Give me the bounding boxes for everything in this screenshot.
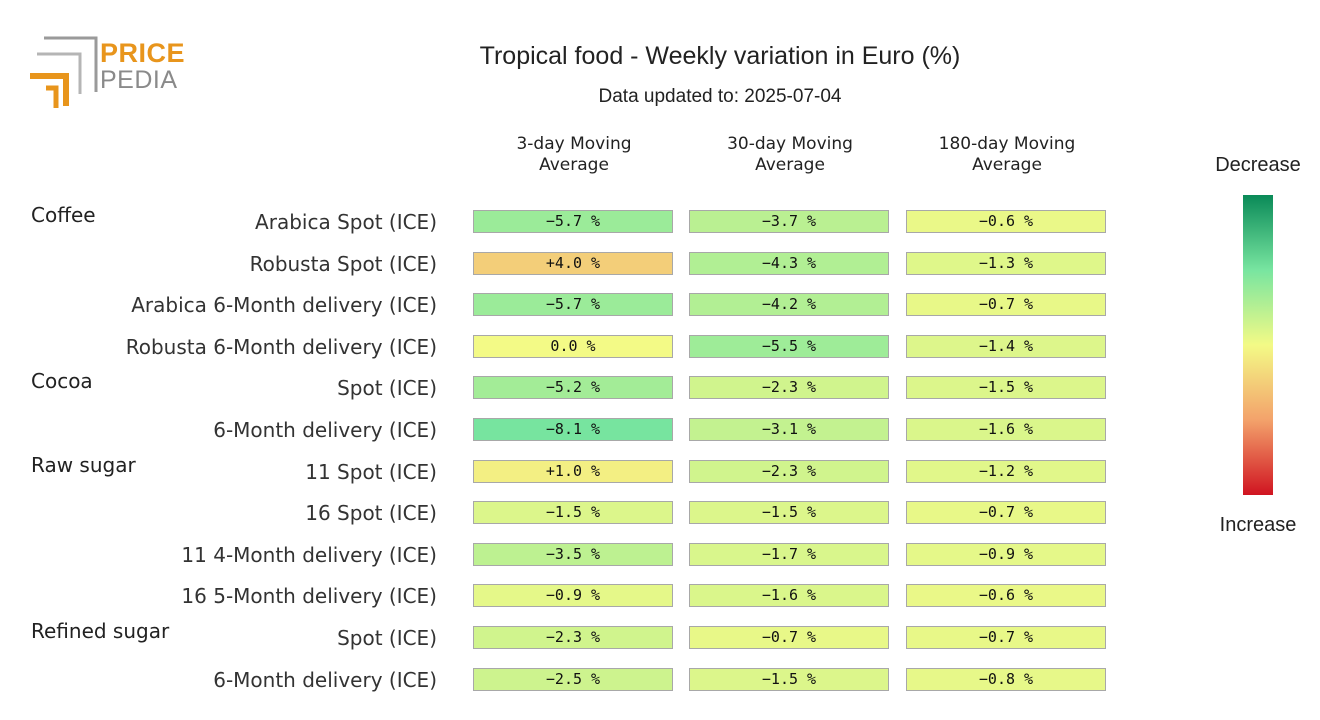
chart-subtitle: Data updated to: 2025-07-04 <box>598 86 842 107</box>
row-label: Arabica Spot (ICE) <box>255 210 437 234</box>
column-header-line: 180-day Moving <box>938 134 1076 154</box>
heatmap-cell: +1.0 % <box>473 459 673 483</box>
row-label: 16 5-Month delivery (ICE) <box>181 584 437 609</box>
row-label: Arabica 6-Month delivery (ICE) <box>131 293 437 318</box>
heatmap-cell: −3.1 % <box>689 418 889 441</box>
column-header-line: 30-day Moving <box>727 134 853 154</box>
heatmap-cell: −2.3 % <box>689 376 889 400</box>
legend-increase-label: Increase <box>1219 514 1297 536</box>
column-header-line: Average <box>539 155 609 175</box>
heatmap-cell: −5.5 % <box>689 334 889 358</box>
heatmap-cell: −3.7 % <box>689 210 889 233</box>
heatmap-cell: −5.7 % <box>473 210 673 233</box>
row-label: 11 4-Month delivery (ICE) <box>181 542 437 567</box>
heatmap-cell: −0.6 % <box>906 584 1106 608</box>
heatmap-cell: −1.3 % <box>906 251 1106 275</box>
row-label: Spot (ICE) <box>337 376 437 401</box>
column-header-line: Average <box>755 155 825 175</box>
group-label: Raw sugar <box>31 452 136 477</box>
heatmap-cell: −0.8 % <box>906 667 1106 691</box>
logo-mark-icon <box>30 36 98 108</box>
heatmap-cell: −1.5 % <box>689 667 889 691</box>
heatmap-cell: −0.6 % <box>906 210 1106 233</box>
column-header: 180-day Moving Average <box>906 134 1108 176</box>
heatmap-cell: −5.7 % <box>473 293 673 317</box>
heatmap-cell: −1.6 % <box>689 584 889 608</box>
heatmap-cell: −1.6 % <box>906 418 1106 441</box>
column-header-line: 3-day Moving <box>516 134 632 154</box>
heatmap-cell: −0.7 % <box>906 501 1106 525</box>
heatmap-cell: −0.7 % <box>906 293 1106 317</box>
heatmap-cell: −4.2 % <box>689 293 889 317</box>
heatmap-cell: −0.9 % <box>906 542 1106 566</box>
legend-decrease-label: Decrease <box>1215 154 1301 176</box>
heatmap-cell: −1.2 % <box>906 459 1106 483</box>
heatmap-cell: −4.3 % <box>689 251 889 275</box>
group-label: Refined sugar <box>31 619 170 643</box>
heatmap-cell: −1.7 % <box>689 542 889 566</box>
row-label: Robusta Spot (ICE) <box>249 251 437 276</box>
heatmap-cell: −2.5 % <box>473 667 673 691</box>
group-label: Cocoa <box>31 369 93 394</box>
row-label: Spot (ICE) <box>337 626 437 650</box>
row-label: 6-Month delivery (ICE) <box>213 418 437 442</box>
heatmap-cell: −0.7 % <box>689 626 889 649</box>
heatmap-cell: −0.7 % <box>906 626 1106 649</box>
pricepedia-logo: PRICE PEDIA <box>28 36 198 112</box>
heatmap-cell: −8.1 % <box>473 418 673 441</box>
heatmap-cell: −5.2 % <box>473 376 673 400</box>
heatmap-cell: −1.5 % <box>689 501 889 525</box>
heatmap-cell: −3.5 % <box>473 542 673 566</box>
row-label: 11 Spot (ICE) <box>305 459 437 484</box>
heatmap-cell: −1.5 % <box>473 501 673 525</box>
row-label: Robusta 6-Month delivery (ICE) <box>125 334 437 359</box>
column-header: 3-day Moving Average <box>473 134 675 176</box>
heatmap-cell: +4.0 % <box>473 251 673 275</box>
heatmap-cell: −2.3 % <box>689 459 889 483</box>
row-label: 16 Spot (ICE) <box>305 501 437 526</box>
row-label: 6-Month delivery (ICE) <box>213 667 437 692</box>
column-header: 30-day Moving Average <box>689 134 891 176</box>
group-label: Coffee <box>31 203 96 227</box>
color-scale-legend <box>1243 195 1273 495</box>
heatmap-cell: −0.9 % <box>473 584 673 608</box>
heatmap-cell: −1.5 % <box>906 376 1106 400</box>
logo-pedia-text: PEDIA <box>100 66 178 94</box>
column-header-line: Average <box>972 155 1042 175</box>
heatmap-cell: −1.4 % <box>906 334 1106 358</box>
chart-title: Tropical food - Weekly variation in Euro… <box>479 42 961 70</box>
heatmap-cell: −2.3 % <box>473 626 673 649</box>
logo-price-text: PRICE <box>100 38 186 68</box>
heatmap-cell: 0.0 % <box>473 334 673 358</box>
